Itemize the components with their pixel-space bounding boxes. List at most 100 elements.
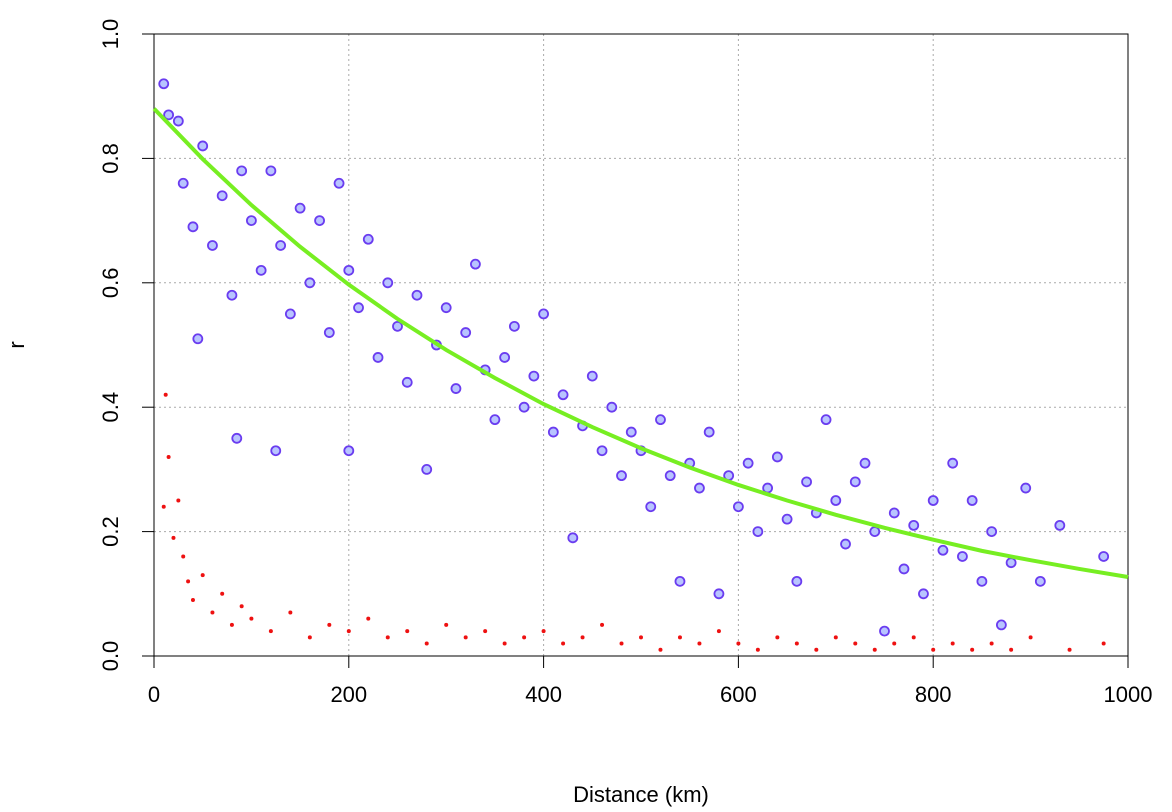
point (580, 635, 585, 640)
point (192, 333, 204, 345)
point (771, 451, 783, 463)
point (405, 629, 410, 634)
point (645, 501, 657, 513)
point (794, 641, 799, 646)
point (966, 495, 978, 506)
point (908, 519, 920, 531)
y-tick-label: 0.6 (98, 268, 123, 299)
y-tick-label: 1.0 (98, 19, 123, 50)
point (586, 370, 598, 382)
point (989, 641, 994, 646)
x-tick-label: 200 (330, 682, 367, 707)
point (1034, 575, 1046, 587)
point (197, 140, 209, 152)
y-tick-label: 0.8 (98, 143, 123, 174)
point (392, 320, 403, 332)
point (674, 575, 686, 587)
point (508, 320, 520, 332)
point (995, 619, 1007, 631)
point (440, 302, 452, 314)
point (859, 457, 871, 469)
point (1028, 635, 1033, 640)
point (353, 302, 364, 314)
point (639, 635, 643, 640)
point (1098, 551, 1110, 562)
point (463, 635, 468, 640)
point (294, 202, 306, 214)
point (489, 414, 501, 426)
point (236, 165, 248, 177)
point (918, 588, 929, 600)
point (1054, 519, 1066, 531)
point (625, 426, 637, 438)
point (697, 641, 702, 646)
point (210, 610, 215, 615)
point (655, 414, 666, 426)
point (220, 591, 225, 596)
point (343, 445, 355, 457)
point (483, 629, 488, 634)
point (346, 629, 351, 634)
y-tick-label: 0.0 (98, 641, 123, 672)
point (166, 454, 171, 459)
point (898, 563, 910, 575)
point (879, 625, 890, 637)
point (171, 535, 176, 540)
point (176, 498, 181, 503)
point (522, 635, 527, 640)
point (937, 544, 949, 556)
point (385, 635, 390, 640)
point (869, 526, 881, 537)
point (382, 277, 394, 289)
point (976, 575, 988, 587)
point (1005, 557, 1017, 569)
point (216, 190, 228, 202)
point (892, 641, 897, 646)
point (421, 463, 433, 475)
point (270, 445, 282, 457)
point (833, 635, 838, 640)
point (888, 507, 900, 519)
x-tick-label: 800 (915, 682, 952, 707)
point (872, 647, 877, 652)
point (557, 389, 569, 401)
point (713, 588, 725, 600)
point (327, 622, 332, 627)
point (755, 647, 760, 652)
point (840, 538, 851, 550)
point (231, 432, 243, 444)
y-axis-title: r (4, 341, 29, 348)
point (957, 551, 968, 562)
point (333, 177, 345, 189)
point (314, 215, 325, 227)
point (775, 635, 780, 640)
x-tick-label: 400 (525, 682, 562, 707)
point (181, 554, 186, 559)
point (284, 308, 296, 320)
point (362, 233, 374, 245)
point (307, 635, 312, 640)
point (245, 215, 257, 227)
point (187, 221, 199, 233)
point (616, 470, 627, 482)
plot-frame (153, 33, 1129, 657)
point (186, 579, 191, 584)
point (567, 532, 579, 544)
point (158, 78, 170, 90)
point (190, 598, 195, 603)
point (561, 641, 566, 646)
x-tick-label: 0 (148, 682, 160, 707)
point (658, 647, 663, 652)
point (820, 414, 832, 426)
point (499, 352, 511, 363)
x-tick-label: 600 (720, 682, 757, 707)
point (372, 352, 384, 363)
point (518, 401, 530, 413)
point (288, 610, 293, 615)
point (424, 641, 429, 646)
point (947, 457, 959, 469)
point (163, 109, 175, 121)
point (249, 616, 254, 621)
fit-line (152, 107, 1129, 579)
